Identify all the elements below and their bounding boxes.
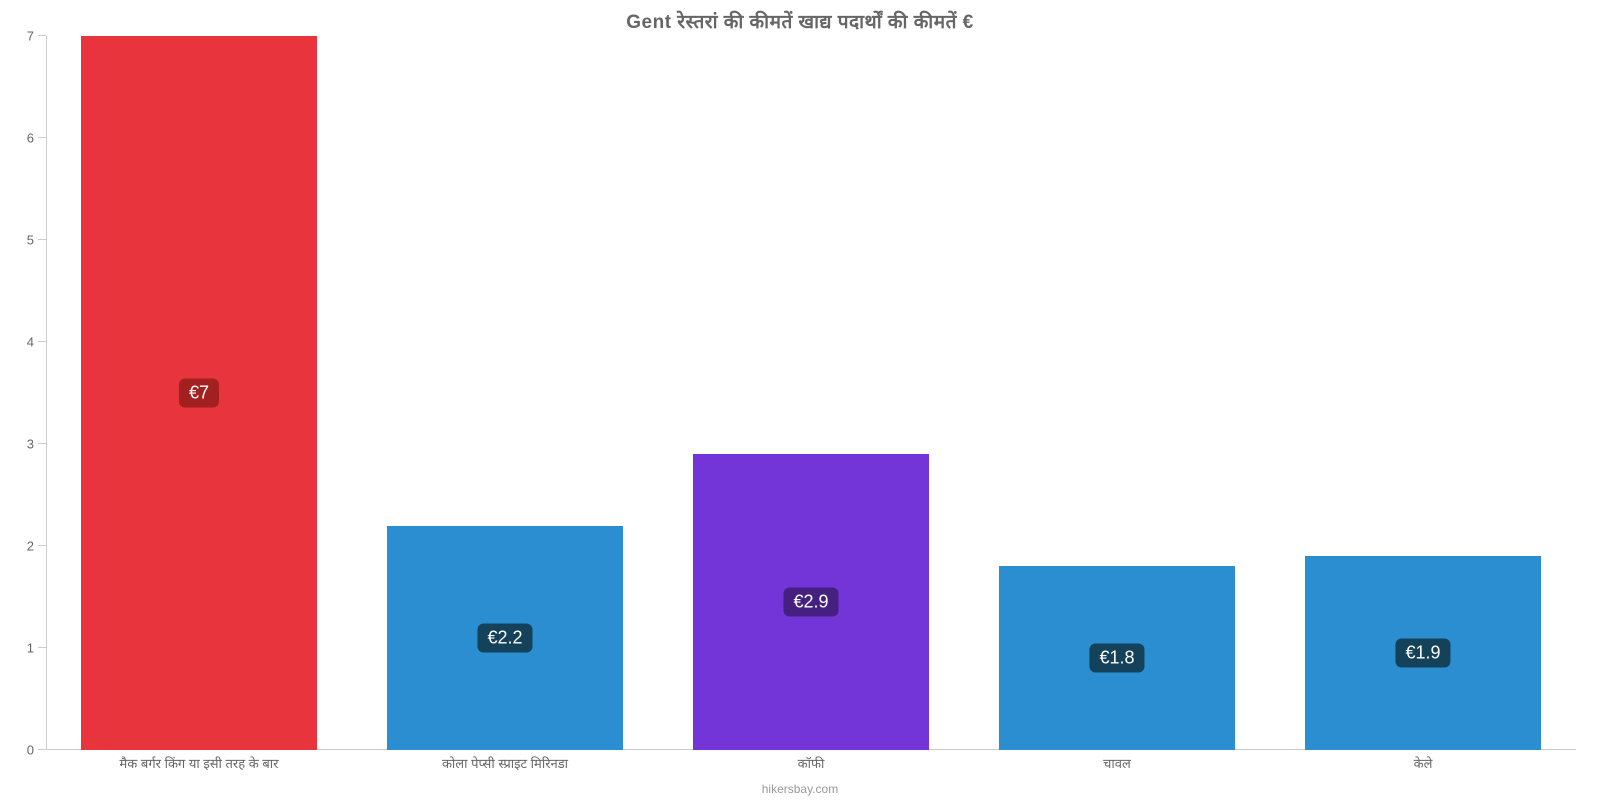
bar-value-label: €2.2: [477, 623, 532, 652]
bar-value-label: €1.8: [1089, 644, 1144, 673]
y-tick: [38, 137, 46, 138]
bar-slot: €1.9: [1270, 36, 1576, 750]
bar: €2.2: [387, 526, 623, 750]
bar: €1.8: [999, 566, 1235, 750]
bar: €1.9: [1305, 556, 1541, 750]
y-tick-label: 5: [27, 233, 34, 248]
bar-slot: €2.9: [658, 36, 964, 750]
y-tick: [38, 443, 46, 444]
bar: €2.9: [693, 454, 929, 750]
y-tick-label: 2: [27, 539, 34, 554]
x-axis-label: केले: [1270, 754, 1576, 774]
bar: €7: [81, 36, 317, 750]
bar-value-label: €7: [179, 379, 219, 408]
bars-group: €7 €2.2 €2.9 €1.8 €1.9: [46, 36, 1576, 750]
chart-credit: hikersbay.com: [0, 782, 1600, 796]
y-tick: [38, 239, 46, 240]
bar-value-label: €2.9: [783, 588, 838, 617]
chart-container: Gent रेस्तरां की कीमतें खाद्य पदार्थों क…: [0, 0, 1600, 800]
y-tick: [38, 749, 46, 750]
y-tick: [38, 341, 46, 342]
y-tick-label: 7: [27, 29, 34, 44]
y-tick-label: 0: [27, 743, 34, 758]
y-tick: [38, 35, 46, 36]
chart-title: Gent रेस्तरां की कीमतें खाद्य पदार्थों क…: [0, 0, 1600, 34]
y-tick: [38, 647, 46, 648]
x-axis-label: चावल: [964, 754, 1270, 774]
y-tick-label: 3: [27, 437, 34, 452]
y-tick: [38, 545, 46, 546]
x-axis-label: मैक बर्गर किंग या इसी तरह के बार: [46, 754, 352, 774]
bar-slot: €1.8: [964, 36, 1270, 750]
bar-slot: €2.2: [352, 36, 658, 750]
y-tick-label: 1: [27, 641, 34, 656]
bar-slot: €7: [46, 36, 352, 750]
x-axis-label: कॉफी: [658, 754, 964, 774]
y-tick-label: 4: [27, 335, 34, 350]
x-axis-label: कोला पेप्सी स्प्राइट मिरिनडा: [352, 754, 658, 774]
plot-area: 01234567 €7€2.2€2.9€1.8€1.9: [46, 36, 1576, 750]
x-axis-labels: मैक बर्गर किंग या इसी तरह के बारकोला पेप…: [46, 754, 1576, 774]
y-tick-label: 6: [27, 131, 34, 146]
bar-value-label: €1.9: [1395, 639, 1450, 668]
